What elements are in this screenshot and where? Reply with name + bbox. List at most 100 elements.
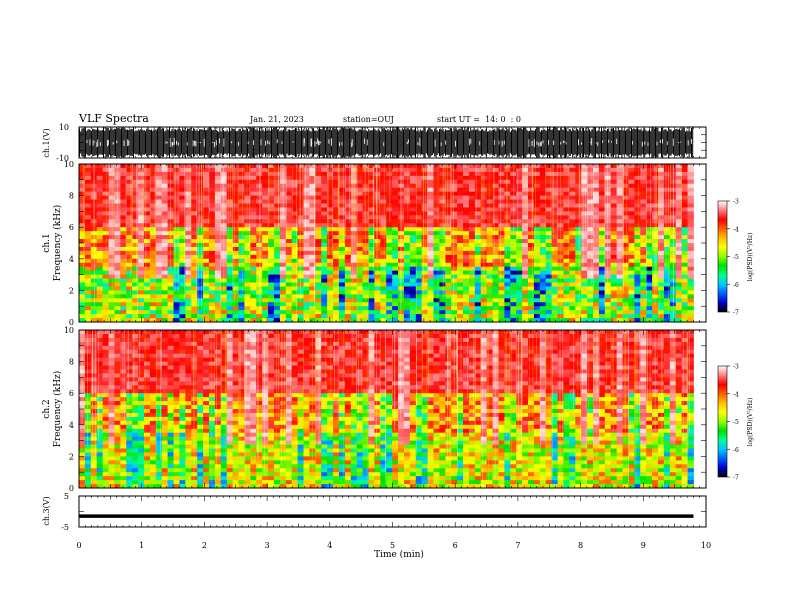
spectrogram-cell	[226, 215, 234, 220]
spectrogram-cell	[132, 191, 139, 196]
spectrogram-cell	[463, 298, 470, 303]
spectrogram-cell	[545, 258, 553, 264]
spectrogram-cell	[84, 369, 92, 374]
spectrogram-cell	[563, 246, 570, 252]
spectrogram-cell	[403, 314, 411, 319]
spectrogram-cell	[268, 318, 275, 323]
spectrogram-cell	[173, 183, 180, 189]
spectrogram-cell	[492, 175, 499, 181]
spectrogram-cell	[327, 223, 334, 228]
spectrogram-cell	[262, 246, 269, 252]
spectrogram-cell	[640, 223, 647, 228]
spectrogram-cell	[539, 314, 547, 319]
spectrogram-cell	[504, 235, 511, 240]
spectrogram-cell	[403, 286, 411, 291]
spectrogram-cell	[575, 290, 582, 295]
spectrogram-cell	[327, 250, 334, 256]
spectrogram-cell	[327, 310, 334, 315]
spectrogram-cell	[581, 223, 588, 228]
spectrogram-cell	[161, 203, 169, 208]
spectrogram-cell	[321, 266, 328, 272]
spectrogram-cell	[681, 231, 688, 236]
spectrogram-cell	[338, 266, 346, 272]
spectrogram-cell	[587, 223, 594, 228]
spectrogram-cell	[155, 250, 163, 256]
spectrogram-cell	[687, 183, 694, 189]
spectrogram-cell	[173, 274, 180, 279]
spectrogram-cell	[203, 243, 210, 248]
spectrogram-cell	[504, 171, 511, 177]
spectrogram-cell	[244, 175, 251, 181]
spectrogram-cell	[409, 258, 417, 264]
spectrogram-cell	[256, 167, 263, 173]
spectrogram-cell	[173, 191, 180, 196]
spectrogram-cell	[273, 219, 281, 224]
spectrogram-cell	[226, 175, 234, 181]
spectrogram-cell	[457, 290, 464, 295]
spectrogram-cell	[179, 195, 186, 200]
spectrogram-cell	[604, 223, 612, 228]
spectrogram-cell	[256, 207, 263, 212]
spectrogram-cell	[569, 199, 576, 204]
spectrogram-cell	[279, 298, 287, 303]
spectrogram-cell	[652, 286, 659, 291]
spectrogram-cell	[214, 187, 222, 193]
spectrogram-cell	[616, 199, 623, 204]
spectrogram-cell	[581, 243, 588, 248]
spectrogram-cell	[492, 294, 499, 299]
spectrogram-cell	[581, 258, 588, 264]
spectrogram-cell	[161, 302, 169, 307]
spectrogram-cell	[161, 187, 169, 193]
spectrogram-cell	[238, 171, 245, 177]
spectrogram-cell	[250, 258, 257, 264]
spectrogram-cell	[398, 306, 405, 311]
spectrogram-cell	[593, 223, 600, 228]
spectrogram-cell	[368, 231, 375, 236]
spectrogram-cell	[120, 306, 127, 311]
spectrogram-cell	[380, 219, 387, 224]
spectrogram-cell	[445, 286, 452, 291]
spectrogram-cell	[687, 262, 694, 268]
spectrogram-cell	[262, 310, 269, 315]
spectrogram-cell	[569, 310, 576, 315]
spectrogram-cell	[338, 199, 346, 204]
spectrogram-cell	[138, 164, 145, 169]
spectrogram-cell	[468, 274, 476, 279]
spectrogram-cell	[179, 191, 186, 196]
spectrogram-cell	[504, 278, 511, 283]
spectrogram-cell	[622, 302, 629, 307]
spectrogram-cell	[303, 270, 310, 275]
spectrogram-cell	[273, 254, 281, 260]
spectrogram-cell	[333, 223, 340, 228]
spectrogram-cell	[155, 179, 163, 185]
spectrogram-cell	[338, 274, 346, 279]
spectrogram-cell	[445, 282, 452, 287]
spectrogram-cell	[587, 270, 594, 275]
spectrogram-cell	[90, 171, 98, 177]
spectrogram-cell	[96, 262, 104, 268]
spectrogram-cell	[84, 444, 92, 449]
spectrogram-cell	[203, 258, 210, 264]
spectrogram-cell	[96, 282, 104, 287]
spectrogram-cell	[232, 211, 239, 216]
spectrogram-cell	[362, 175, 369, 181]
spectrogram-cell	[179, 243, 186, 248]
spectrogram-cell	[427, 211, 434, 216]
spectrogram-cell	[498, 203, 505, 208]
spectrogram-cell	[658, 199, 665, 204]
spectrogram-cell	[96, 235, 104, 240]
spectrogram-cell	[374, 254, 381, 260]
spectrogram-cell	[208, 314, 216, 319]
spectrogram-cell	[451, 219, 458, 224]
spectrogram-cell	[108, 231, 115, 236]
spectrogram-cell	[161, 243, 169, 248]
spectrogram-cell	[427, 223, 434, 228]
spectrogram-cell	[120, 171, 127, 177]
spectrogram-cell	[102, 290, 109, 295]
spectrogram-cell	[616, 219, 623, 224]
spectrogram-cell	[533, 262, 541, 268]
spectrogram-cell	[616, 227, 623, 232]
spectrogram-cell	[533, 250, 541, 256]
spectrogram-cell	[149, 199, 157, 204]
spectrogram-cell	[333, 278, 340, 283]
